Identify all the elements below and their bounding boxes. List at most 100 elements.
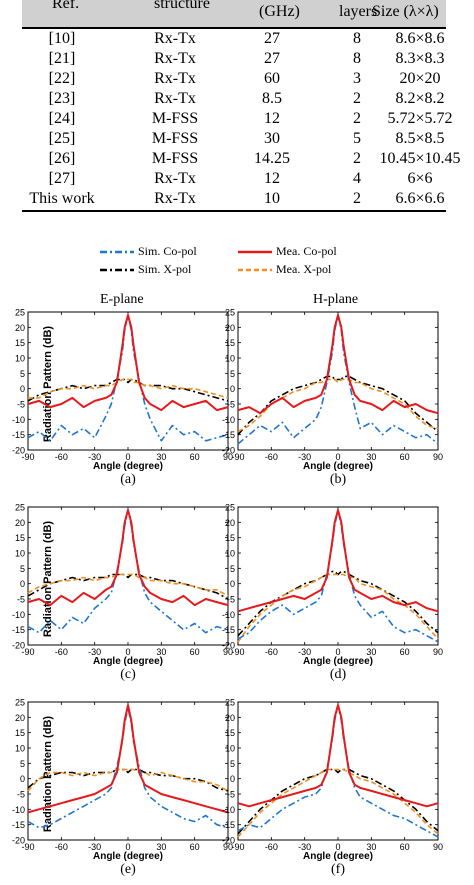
- table-cell-structure: Rx-Tx: [154, 70, 196, 87]
- x-tick-label: 30: [366, 647, 376, 657]
- table-header: Ref. structure (GHz) layers Size (λ×λ): [22, 0, 446, 27]
- table-cell-size: 5.72×5.72: [387, 110, 453, 127]
- table-cell-size: 20×20: [399, 70, 441, 87]
- table-cell-ref: This work: [29, 190, 95, 207]
- table-cell-ref: [10]: [48, 30, 76, 47]
- x-tick-label: -30: [298, 842, 311, 852]
- y-tick-label: -5: [227, 400, 235, 410]
- table-cell-size: 8.5×8.5: [395, 130, 445, 147]
- table-cell-layers: 4: [353, 170, 361, 187]
- y-tick-label: -10: [222, 415, 235, 425]
- table-cell-size: 8.6×8.6: [395, 30, 445, 47]
- x-tick-label: -90: [21, 452, 34, 462]
- y-tick-label: 15: [15, 338, 25, 348]
- table-cell-structure: M-FSS: [151, 130, 199, 147]
- x-tick-label: 30: [366, 842, 376, 852]
- x-tick-label: -30: [88, 452, 101, 462]
- x-tick-label: -30: [88, 647, 101, 657]
- y-tick-label: 20: [15, 518, 25, 528]
- y-tick-label: 15: [15, 728, 25, 738]
- table-cell-size: 6.6×6.6: [395, 190, 445, 207]
- x-tick-label: -90: [231, 452, 244, 462]
- y-tick-label: 0: [230, 774, 235, 784]
- series-sim-co-pol: [27, 707, 229, 829]
- x-tick-label: 0: [125, 452, 130, 462]
- table-rule-top: [22, 27, 446, 29]
- y-tick-label: 25: [15, 698, 25, 708]
- x-tick-label: 0: [335, 842, 340, 852]
- table-cell-frequency: 12: [264, 110, 280, 127]
- y-tick-label: 15: [15, 533, 25, 543]
- table-cell-frequency: 10: [264, 190, 280, 207]
- legend-mea-x-pol-label: Mea. X-pol: [276, 262, 332, 276]
- y-tick-label: -15: [12, 625, 25, 635]
- y-tick-label: -5: [227, 790, 235, 800]
- table-cell-layers: 8: [353, 30, 361, 47]
- series-sim-co-pol: [237, 509, 439, 643]
- subfigure-label: (d): [329, 667, 347, 682]
- x-axis-label: Angle (degree): [303, 656, 373, 667]
- subfigure-label: (c): [120, 667, 136, 682]
- y-tick-label: 20: [15, 713, 25, 723]
- x-tick-label: -60: [265, 647, 278, 657]
- x-tick-label: -60: [265, 842, 278, 852]
- series-sim-co-pol: [27, 509, 229, 634]
- x-tick-label: 0: [125, 647, 130, 657]
- x-tick-label: 90: [223, 842, 233, 852]
- table-row: [27] Rx-Tx 12 4 6×6: [22, 170, 446, 190]
- series-mea-co-pol: [237, 704, 439, 808]
- x-tick-label: -30: [298, 647, 311, 657]
- table-cell-frequency: 27: [264, 30, 280, 47]
- x-tick-label: 60: [190, 842, 200, 852]
- y-tick-label: 15: [225, 728, 235, 738]
- table-row: [24] M-FSS 12 2 5.72×5.72: [22, 110, 453, 130]
- table-cell-layers: 8: [353, 50, 361, 67]
- y-tick-label: -15: [12, 430, 25, 440]
- x-tick-label: 90: [223, 452, 233, 462]
- radiation-pattern-plot-2: -20 -15 -10 -5 0 5 10 15 20 25 -90 -60 -30 0 30 60 90 Ang…: [222, 308, 443, 473]
- table-cell-layers: 2: [353, 90, 361, 107]
- series-sim-x-pol: [237, 375, 439, 436]
- chart-legend: Sim. Co-pol Mea. Co-pol Sim. X-pol Mea. …: [90, 244, 390, 280]
- y-tick-label: 25: [15, 503, 25, 513]
- table-cell-structure: Rx-Tx: [154, 90, 196, 107]
- y-tick-label: 0: [230, 579, 235, 589]
- subfigure-label: (a): [120, 472, 136, 487]
- x-tick-label: 90: [433, 647, 443, 657]
- y-tick-label: 5: [230, 564, 235, 574]
- y-tick-label: 0: [20, 579, 25, 589]
- y-tick-label: 10: [225, 549, 235, 559]
- y-tick-label: -20: [222, 446, 235, 456]
- x-tick-label: -90: [21, 647, 34, 657]
- y-tick-label: 10: [15, 549, 25, 559]
- x-tick-label: 0: [335, 452, 340, 462]
- y-tick-label: 25: [15, 308, 25, 318]
- y-tick-label: 5: [230, 369, 235, 379]
- table-row: [22] Rx-Tx 60 3 20×20: [22, 70, 446, 90]
- y-tick-label: -10: [222, 805, 235, 815]
- y-tick-label: 20: [225, 713, 235, 723]
- y-tick-label: 0: [20, 384, 25, 394]
- x-tick-label: 30: [156, 647, 166, 657]
- series-mea-x-pol: [28, 378, 229, 399]
- y-tick-label: -20: [12, 446, 25, 456]
- table-row: This work Rx-Tx 10 2 6.6×6.6: [22, 190, 446, 210]
- table-cell-layers: 2: [353, 190, 361, 207]
- x-tick-label: -90: [231, 647, 244, 657]
- x-axis-label: Angle (degree): [93, 851, 163, 862]
- table-cell-structure: M-FSS: [151, 110, 199, 127]
- y-tick-label: 5: [20, 759, 25, 769]
- x-tick-label: 90: [223, 647, 233, 657]
- table-cell-ref: [25]: [48, 130, 76, 147]
- table-cell-ref: [21]: [48, 50, 76, 67]
- table-cell-structure: Rx-Tx: [154, 30, 196, 47]
- table-cell-frequency: 27: [264, 50, 280, 67]
- x-tick-label: -60: [55, 647, 68, 657]
- table-cell-size: 6×6: [407, 170, 433, 187]
- plot-frame: [237, 506, 439, 646]
- x-tick-label: -30: [298, 452, 311, 462]
- y-tick-label: -5: [17, 595, 25, 605]
- y-tick-label: 15: [225, 338, 235, 348]
- x-tick-label: 60: [190, 452, 200, 462]
- x-tick-label: -90: [21, 842, 34, 852]
